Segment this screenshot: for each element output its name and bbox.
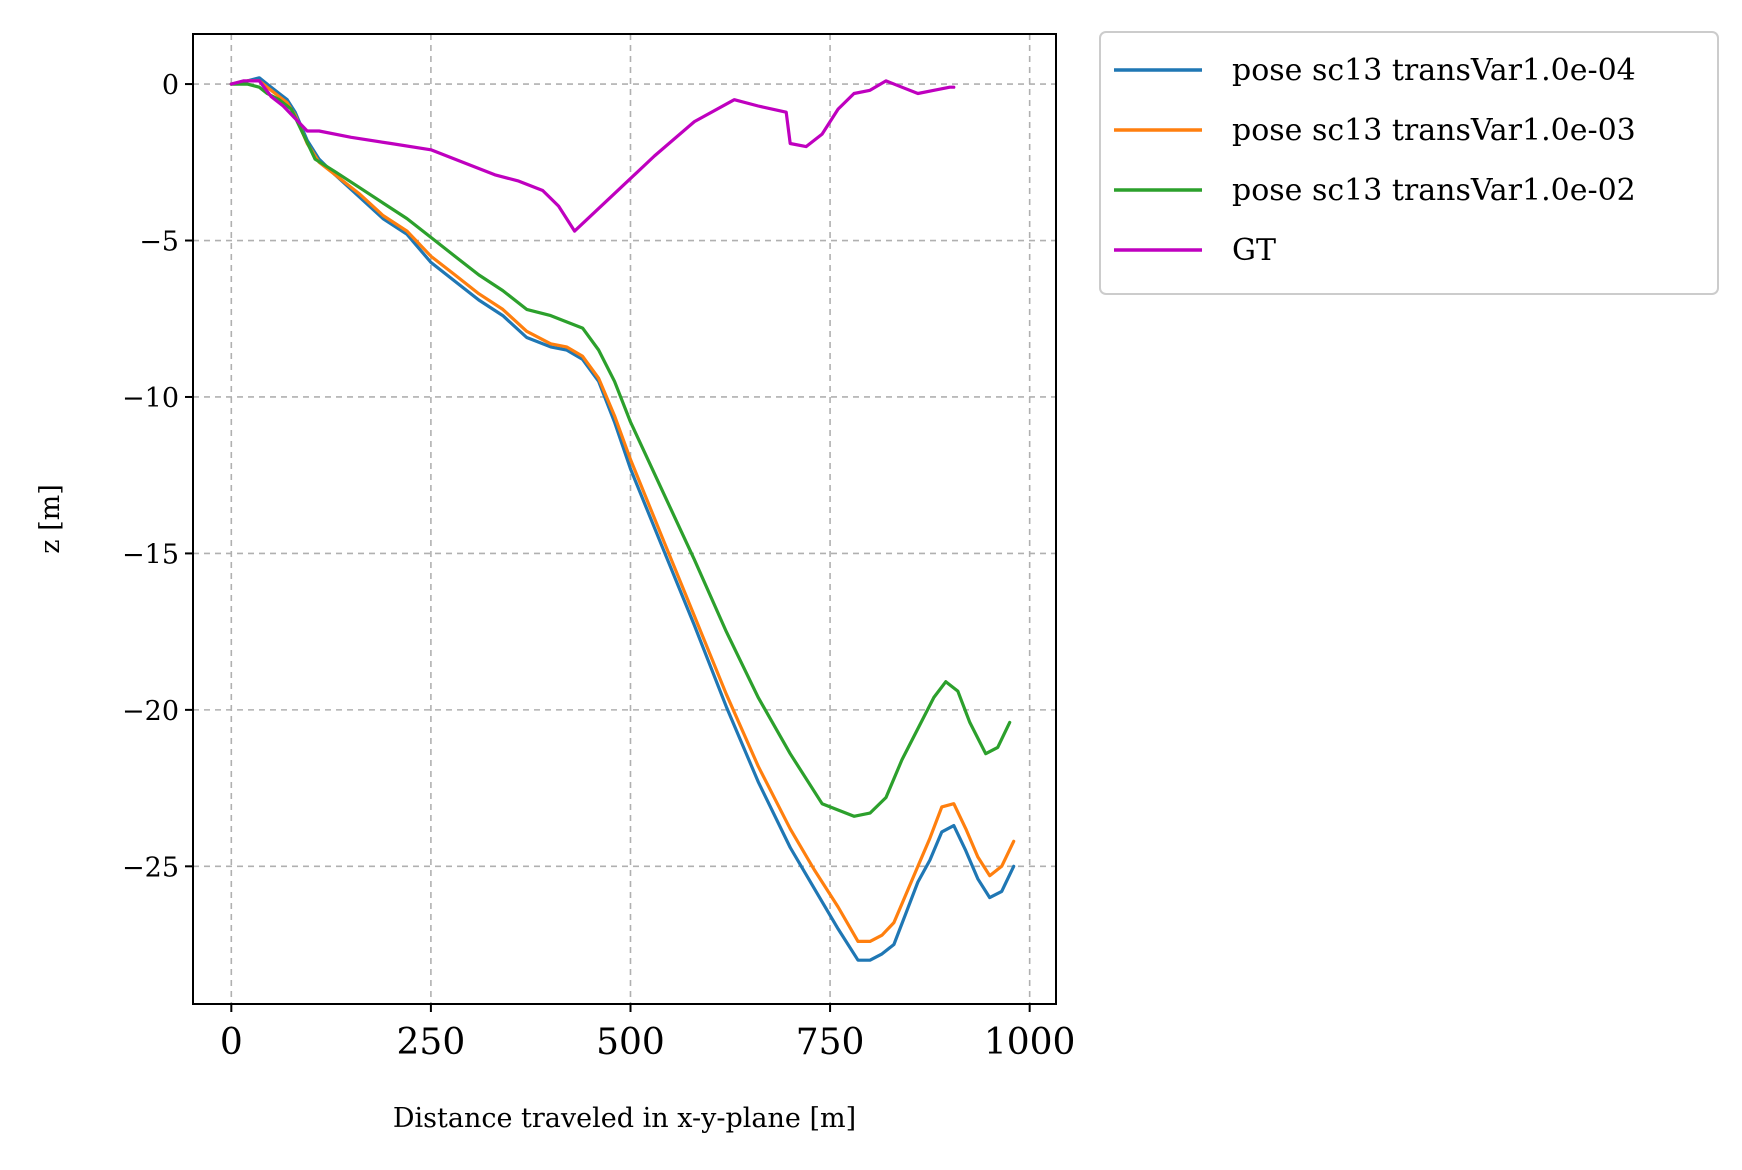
x-tick-label: 500	[596, 1022, 665, 1063]
legend-label: pose sc13 transVar1.0e-03	[1232, 113, 1636, 148]
series-line-1	[229, 76, 1016, 962]
x-tick-label: 250	[397, 1022, 466, 1063]
x-tick-label: 1000	[984, 1022, 1076, 1063]
plot-frame	[192, 33, 1057, 1005]
legend: pose sc13 transVar1.0e-04 pose sc13 trans…	[1099, 31, 1719, 295]
y-tick-label: 0	[162, 70, 179, 101]
y-axis-label: z [m]	[35, 484, 66, 553]
y-tick-label: −25	[122, 852, 179, 883]
legend-label: GT	[1232, 233, 1276, 268]
y-tick-label: −10	[122, 383, 179, 414]
axis-ticks: 0 250 500 750 1000 0 −5 −10 −15 −20 −25	[122, 70, 1075, 1063]
series-lines	[229, 76, 1016, 962]
legend-label: pose sc13 transVar1.0e-02	[1232, 173, 1636, 208]
series-line-2	[229, 79, 1016, 943]
legend-box	[1099, 31, 1719, 295]
legend-entries: pose sc13 transVar1.0e-04 pose sc13 trans…	[1114, 53, 1636, 268]
y-tick-label: −20	[122, 696, 179, 727]
x-axis-label: Distance traveled in x-y-plane [m]	[393, 1103, 856, 1134]
legend-label: pose sc13 transVar1.0e-04	[1232, 53, 1636, 88]
series-line-3	[229, 82, 1012, 818]
series-line-4	[229, 79, 956, 233]
y-tick-label: −15	[122, 539, 179, 570]
x-tick-label: 750	[796, 1022, 865, 1063]
y-tick-label: −5	[139, 227, 179, 258]
x-tick-label: 0	[220, 1022, 243, 1063]
grid	[193, 34, 1056, 1004]
